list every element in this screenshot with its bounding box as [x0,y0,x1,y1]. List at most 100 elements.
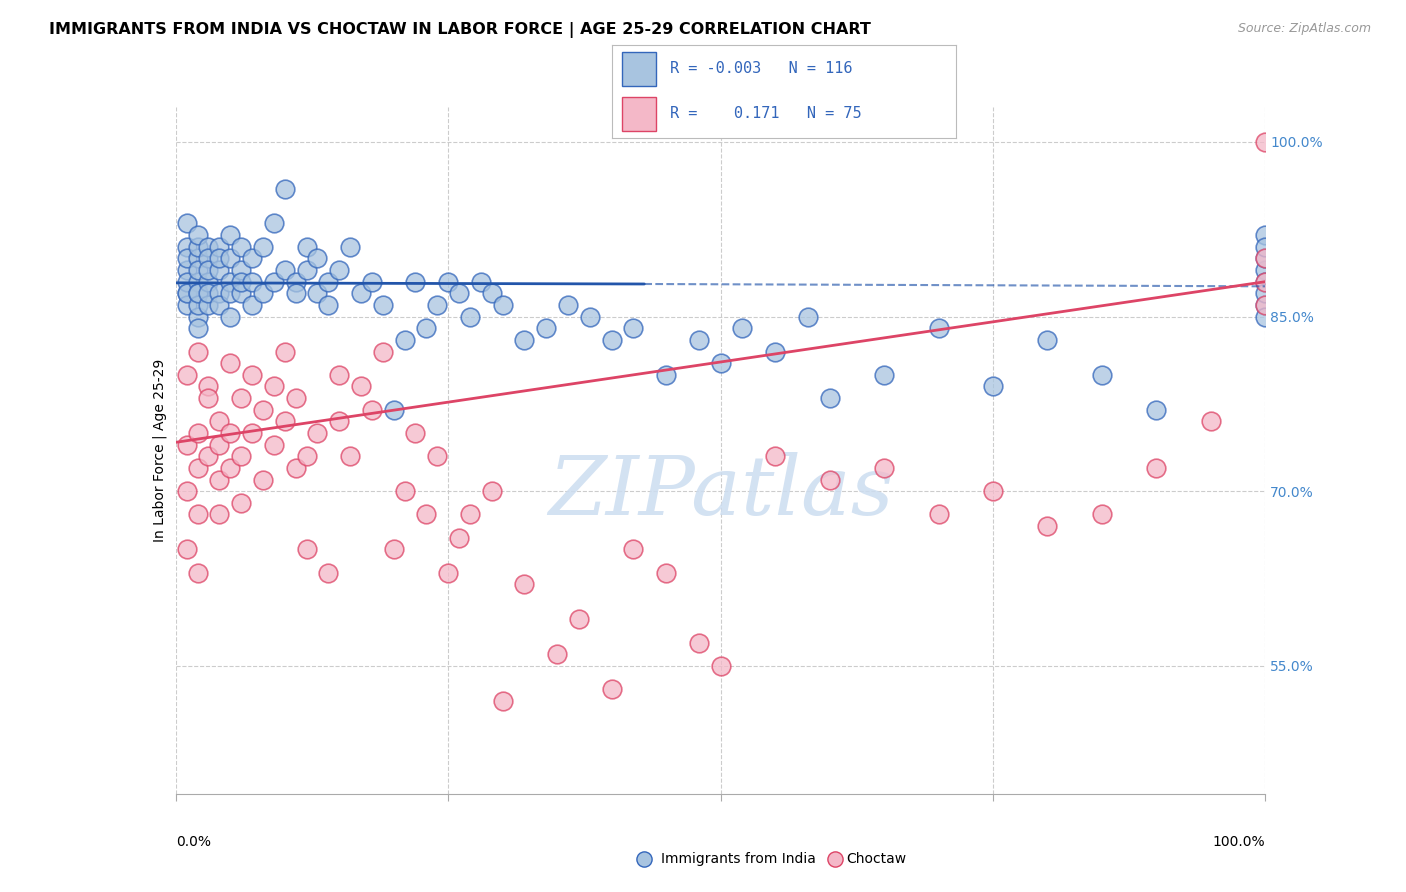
Point [437,566,460,580]
Point [655,368,678,382]
Point [219,461,242,475]
Point [1036,333,1059,347]
Point [240,252,263,266]
Point [263,217,285,231]
Point [176,252,198,266]
Point [284,391,307,405]
Point [1199,414,1222,428]
Text: IMMIGRANTS FROM INDIA VS CHOCTAW IN LABOR FORCE | AGE 25-29 CORRELATION CHART: IMMIGRANTS FROM INDIA VS CHOCTAW IN LABO… [49,22,872,38]
Point [1254,298,1277,312]
Point [186,240,209,254]
Point [208,414,231,428]
Point [219,286,242,301]
Point [492,694,515,708]
Point [284,275,307,289]
Point [186,228,209,243]
Point [186,275,209,289]
Point [426,450,449,464]
Point [928,508,950,522]
Point [186,566,209,580]
Point [1144,461,1167,475]
Point [263,379,285,393]
Point [818,473,841,487]
Point [197,379,219,393]
Point [186,321,209,335]
Point [394,484,416,499]
Point [186,310,209,324]
Point [219,425,242,440]
Point [600,682,623,697]
Point [295,240,318,254]
Point [534,321,557,335]
Point [186,344,209,359]
Point [318,298,340,312]
Point [1254,228,1277,243]
Point [458,310,481,324]
Point [240,368,263,382]
Text: 0.0%: 0.0% [176,835,211,849]
Point [492,298,515,312]
Point [405,275,427,289]
Point [818,391,841,405]
Point [371,298,394,312]
Point [208,298,231,312]
Point [513,333,536,347]
Point [557,298,579,312]
Point [231,391,253,405]
Point [208,473,231,487]
Point [1254,240,1277,254]
Point [1091,508,1114,522]
Point [186,508,209,522]
Point [252,402,274,417]
Point [328,414,350,428]
Text: 100.0%: 100.0% [1213,835,1265,849]
Point [176,298,198,312]
Point [197,240,219,254]
Point [763,344,786,359]
Point [447,286,470,301]
Point [197,391,219,405]
Point [231,275,253,289]
Point [176,286,198,301]
Point [371,344,394,359]
Point [873,368,896,382]
Text: R = -0.003   N = 116: R = -0.003 N = 116 [671,62,852,77]
Point [1254,310,1277,324]
Point [208,508,231,522]
Point [176,437,198,451]
Point [197,252,219,266]
Point [481,484,503,499]
Point [318,275,340,289]
Point [208,252,231,266]
Point [186,425,209,440]
Point [1091,368,1114,382]
Point [458,508,481,522]
Point [231,263,253,277]
Point [360,275,382,289]
Point [307,252,329,266]
Point [208,437,231,451]
Point [763,450,786,464]
Point [1254,275,1277,289]
Point [186,461,209,475]
Point [219,275,242,289]
Point [252,286,274,301]
Point [1254,275,1277,289]
Point [546,647,568,661]
Point [197,298,219,312]
Point [274,181,297,195]
Point [307,425,329,440]
Point [470,275,492,289]
Point [219,356,242,370]
Point [1254,252,1277,266]
Point [621,542,644,557]
Point [394,333,416,347]
Point [1254,135,1277,149]
Point [176,275,198,289]
Point [350,379,373,393]
Point [219,252,242,266]
Point [655,566,678,580]
Point [415,508,437,522]
Point [231,240,253,254]
Text: Choctaw: Choctaw [846,852,905,866]
